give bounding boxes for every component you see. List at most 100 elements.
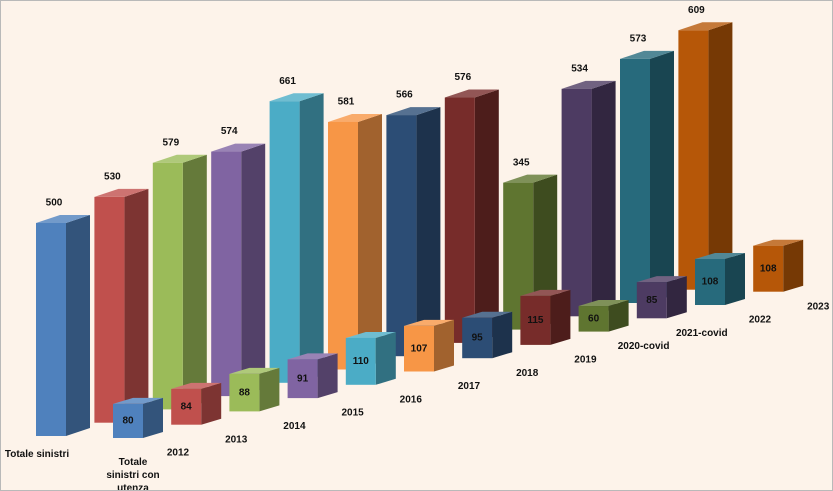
bar [229, 373, 260, 412]
bar [462, 317, 493, 359]
bar-top [503, 174, 558, 183]
value-label: 609 [688, 5, 705, 16]
bar [561, 88, 592, 317]
series-label: 2023 [807, 301, 830, 312]
bar-top [328, 113, 382, 122]
bar-side [375, 331, 396, 385]
bar-side [201, 382, 222, 425]
value-label: 345 [513, 157, 530, 168]
bar-side [434, 319, 454, 372]
bar-side [708, 22, 733, 290]
bar-side [650, 50, 674, 303]
bar-top [678, 22, 733, 31]
series-label: 2013 [225, 434, 248, 445]
bar-top [753, 239, 804, 246]
bar-side [591, 80, 616, 317]
bar [171, 388, 202, 425]
value-label: 500 [46, 198, 63, 209]
bar [695, 258, 725, 305]
bar-top [345, 331, 396, 338]
series-label: 2017 [458, 381, 481, 392]
bar-top [520, 289, 571, 296]
series-label: 2019 [574, 355, 597, 366]
bar-top [462, 311, 513, 318]
value-label: 110 [353, 356, 370, 367]
bar [36, 223, 66, 436]
value-label: 88 [239, 387, 251, 398]
bar-top [636, 276, 687, 283]
bar-side [124, 188, 149, 423]
series-label: 2012 [167, 448, 190, 459]
series-label: 2020-covid [618, 341, 670, 352]
bar-top [94, 188, 149, 197]
category-label: Totale sinistri con utenza debole [106, 457, 160, 491]
value-label: 115 [527, 315, 544, 326]
value-label: 576 [454, 72, 471, 83]
value-label: 661 [279, 76, 296, 87]
bar-top [561, 80, 616, 89]
value-label: 566 [396, 90, 413, 101]
category-label: Totale sinistri [4, 449, 70, 460]
bar-top [404, 319, 454, 326]
value-label: 574 [221, 126, 238, 137]
value-label: 534 [571, 63, 588, 74]
bar [152, 162, 183, 410]
series-label: 2018 [516, 368, 539, 379]
bar-top [444, 89, 499, 98]
bar-top [620, 50, 674, 59]
bar-side [666, 276, 687, 319]
bar-side [725, 252, 745, 305]
value-label: 91 [297, 373, 309, 384]
bar-side [143, 397, 163, 438]
bar [345, 337, 376, 385]
bar-side [550, 289, 571, 345]
bar [94, 196, 125, 423]
value-label: 108 [760, 263, 777, 274]
bar-top [152, 154, 207, 163]
value-label: 60 [588, 313, 600, 324]
value-label: 107 [411, 343, 428, 354]
value-label: 80 [122, 416, 134, 427]
bar-side [66, 215, 90, 436]
bar-side [416, 107, 441, 357]
bar [636, 282, 667, 319]
bar [287, 359, 318, 399]
bar [620, 58, 650, 303]
series-label: 2015 [341, 408, 364, 419]
bar [113, 403, 143, 438]
bar [269, 101, 300, 383]
series-label: 2016 [400, 394, 423, 405]
value-label: 579 [162, 137, 179, 148]
bar-top [386, 107, 441, 116]
value-label: 573 [630, 34, 647, 45]
bar-side [317, 353, 338, 399]
bar-side [259, 367, 280, 412]
bar [328, 121, 358, 370]
bar [211, 151, 242, 397]
bar-side [474, 89, 499, 343]
value-label: 84 [181, 401, 193, 412]
bar [520, 295, 551, 345]
value-label: 108 [702, 277, 719, 288]
value-label: 581 [338, 97, 355, 108]
series-label: 2014 [283, 421, 306, 432]
value-label: 85 [646, 295, 658, 306]
bar-top [36, 215, 90, 223]
bar-top [269, 93, 324, 102]
bar-side [783, 239, 804, 292]
value-label: 95 [472, 333, 484, 344]
bar-top [229, 367, 280, 374]
bar-top [695, 252, 745, 259]
bar [753, 245, 784, 292]
bar [404, 325, 434, 372]
bar-side [241, 143, 266, 397]
bar [444, 97, 475, 343]
bar-side [299, 93, 324, 383]
series-label: 2021-covid [676, 328, 728, 339]
bar [578, 306, 609, 332]
bar [386, 115, 417, 357]
bar-top [113, 397, 163, 404]
bar [678, 30, 709, 290]
